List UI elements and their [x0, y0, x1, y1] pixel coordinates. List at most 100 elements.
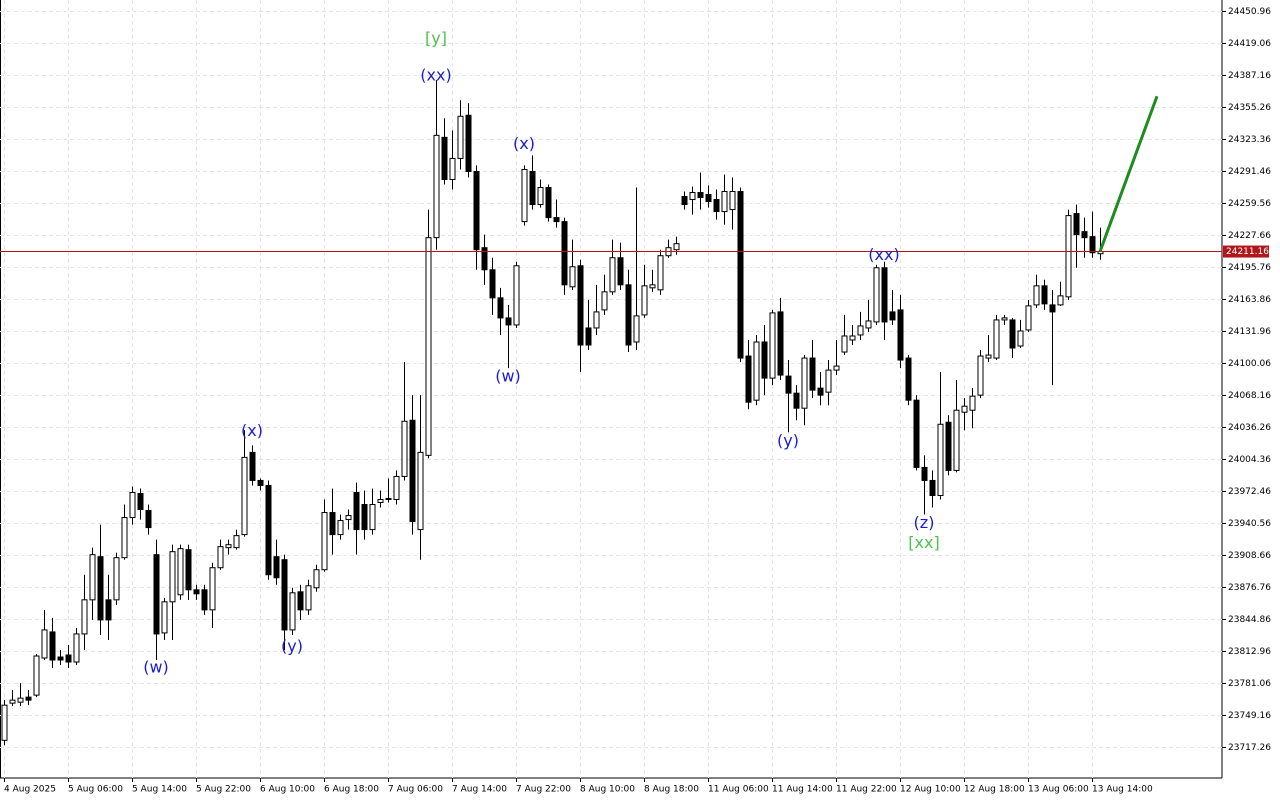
candle-body [369, 504, 376, 531]
candle-body [185, 549, 192, 591]
candle-body [793, 392, 800, 409]
candle-body [449, 157, 456, 180]
candle-body [425, 237, 432, 456]
candle-body [113, 557, 120, 601]
x-tick-label: 13 Aug 14:00 [1092, 785, 1153, 795]
candle-body [97, 556, 104, 621]
candle-body [945, 421, 952, 471]
candle-body [713, 199, 720, 213]
candle-body [497, 297, 504, 319]
candle-body [73, 633, 80, 663]
candle-body [153, 554, 160, 635]
candle-body [385, 498, 392, 501]
candle-body [145, 510, 152, 529]
y-tick-label: 24004.36 [1228, 455, 1271, 465]
candle-body [305, 585, 312, 611]
wave-label: [y] [425, 29, 447, 48]
candle-body [697, 192, 704, 199]
candle-body [785, 375, 792, 394]
x-tick-label: 7 Aug 06:00 [388, 785, 443, 795]
y-tick-label: 23717.26 [1228, 743, 1271, 753]
y-tick-label: 24291.46 [1228, 167, 1271, 177]
candle-body [985, 354, 992, 359]
candle-body [921, 466, 928, 481]
candle-body [209, 567, 216, 611]
y-tick-label: 24259.56 [1228, 199, 1271, 209]
candle-body [361, 504, 368, 531]
candle-body [9, 699, 16, 704]
candle-body [681, 196, 688, 206]
y-tick-label: 24195.76 [1228, 263, 1271, 273]
y-tick-label: 24100.06 [1228, 359, 1271, 369]
candle-body [81, 599, 88, 635]
candle-body [289, 592, 296, 631]
candle-body [545, 187, 552, 219]
candle-body [753, 341, 760, 401]
candle-body [465, 114, 472, 172]
y-tick-label: 23844.86 [1228, 615, 1271, 625]
candle-body [201, 589, 208, 611]
x-tick-label: 4 Aug 2025 [4, 785, 56, 795]
candle-body [409, 419, 416, 523]
candle-body [961, 405, 968, 413]
y-tick-label: 23749.16 [1228, 711, 1271, 721]
candle-body [345, 515, 352, 521]
candle-body [937, 423, 944, 496]
candle-body [473, 170, 480, 251]
y-tick-label: 23876.76 [1228, 583, 1271, 593]
y-tick-label: 24163.86 [1228, 295, 1271, 305]
candle-body [65, 654, 72, 663]
candle-body [1041, 285, 1048, 305]
candle-body [121, 517, 128, 559]
candle-body [401, 420, 408, 477]
candle-body [553, 217, 560, 223]
wave-label: (y) [281, 636, 303, 655]
wave-label: (x) [513, 134, 535, 153]
wave-label: (w) [495, 367, 521, 386]
candle-body [721, 191, 728, 213]
candle-body [521, 168, 528, 223]
candle-body [825, 369, 832, 393]
candle-body [105, 599, 112, 621]
candle-body [641, 285, 648, 316]
x-tick-label: 12 Aug 10:00 [900, 785, 961, 795]
wave-label: [xx] [908, 533, 939, 552]
candle-body [737, 191, 744, 359]
candle-body [57, 656, 64, 661]
candle-body [1, 704, 8, 741]
candle-body [745, 355, 752, 403]
x-tick-label: 7 Aug 22:00 [516, 785, 571, 795]
candle-body [905, 357, 912, 401]
candle-body [17, 697, 24, 703]
x-tick-label: 6 Aug 10:00 [260, 785, 315, 795]
candle-body [865, 320, 872, 329]
candle-body [841, 335, 848, 353]
candle-body [577, 265, 584, 346]
candle-body [993, 319, 1000, 359]
candle-body [25, 696, 32, 701]
candle-body [729, 191, 736, 211]
y-tick-label: 24419.06 [1228, 39, 1271, 49]
candle-body [281, 559, 288, 631]
y-tick-label: 24227.66 [1228, 231, 1271, 241]
candle-body [313, 569, 320, 589]
candle-body [809, 357, 816, 391]
candle-body [833, 365, 840, 371]
candle-body [929, 479, 936, 496]
candle-body [393, 475, 400, 501]
candle-body [537, 187, 544, 206]
y-tick-label: 24323.36 [1228, 135, 1271, 145]
y-tick-label: 23908.66 [1228, 551, 1271, 561]
candle-body [977, 355, 984, 396]
candle-body [633, 315, 640, 343]
candle-body [1073, 213, 1080, 236]
candle-body [849, 335, 856, 341]
x-tick-label: 6 Aug 18:00 [324, 785, 379, 795]
candle-body [649, 284, 656, 289]
candle-body [889, 311, 896, 321]
candle-body [321, 512, 328, 571]
candle-body [801, 357, 808, 409]
